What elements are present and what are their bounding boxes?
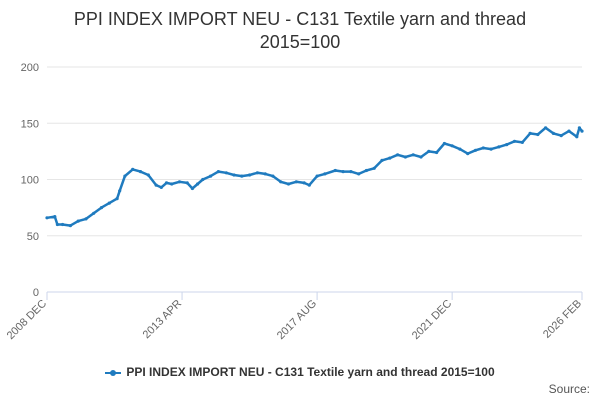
- data-point[interactable]: [224, 171, 228, 175]
- data-point[interactable]: [357, 172, 361, 176]
- data-point[interactable]: [138, 170, 143, 174]
- data-point[interactable]: [115, 197, 119, 201]
- data-point[interactable]: [159, 185, 163, 189]
- data-point[interactable]: [372, 166, 376, 170]
- data-point[interactable]: [544, 126, 548, 130]
- data-point[interactable]: [248, 173, 252, 177]
- legend[interactable]: PPI INDEX IMPORT NEU - C131 Textile yarn…: [0, 365, 600, 379]
- y-tick-label: 150: [21, 118, 39, 130]
- data-point[interactable]: [315, 174, 319, 178]
- data-point[interactable]: [61, 222, 65, 227]
- data-point[interactable]: [154, 183, 158, 187]
- data-point[interactable]: [279, 180, 283, 184]
- data-point[interactable]: [302, 181, 306, 185]
- data-point[interactable]: [388, 156, 392, 160]
- data-point[interactable]: [559, 134, 563, 138]
- data-point[interactable]: [551, 131, 556, 135]
- x-tick-label: 2021 DEC: [410, 298, 454, 342]
- data-point[interactable]: [396, 153, 400, 157]
- data-point[interactable]: [170, 182, 174, 186]
- data-point[interactable]: [567, 129, 571, 133]
- data-point[interactable]: [403, 155, 407, 159]
- legend-swatch: [105, 369, 122, 376]
- data-point[interactable]: [55, 222, 60, 227]
- chart-title-line-1: PPI INDEX IMPORT NEU - C131 Textile yarn…: [73, 9, 527, 29]
- data-point[interactable]: [489, 147, 493, 151]
- data-point[interactable]: [286, 182, 291, 186]
- data-point[interactable]: [209, 174, 213, 178]
- data-point[interactable]: [164, 181, 169, 185]
- data-point[interactable]: [99, 206, 104, 210]
- x-tick-label: 2026 FEB: [541, 298, 584, 341]
- data-point[interactable]: [435, 150, 439, 155]
- data-point[interactable]: [481, 146, 485, 150]
- x-tick-label: 2008 DEC: [5, 298, 49, 342]
- data-point[interactable]: [512, 139, 517, 143]
- data-point[interactable]: [575, 135, 579, 139]
- data-point[interactable]: [528, 131, 532, 135]
- data-point[interactable]: [442, 141, 446, 146]
- data-point[interactable]: [146, 173, 150, 177]
- data-point[interactable]: [216, 170, 220, 174]
- y-axis-tick-labels: 0 50 100 150 200: [21, 62, 39, 299]
- data-point[interactable]: [411, 153, 415, 157]
- data-point[interactable]: [466, 152, 470, 156]
- data-point[interactable]: [232, 173, 236, 177]
- data-point[interactable]: [380, 158, 384, 162]
- data-point[interactable]: [177, 180, 182, 184]
- y-tick-label: 50: [27, 231, 39, 243]
- legend-label: PPI INDEX IMPORT NEU - C131 Textile yarn…: [126, 365, 495, 379]
- x-tick-label: 2017 AUG: [275, 298, 319, 342]
- data-point[interactable]: [76, 219, 80, 223]
- y-tick-label: 200: [21, 62, 39, 74]
- data-point[interactable]: [92, 211, 96, 215]
- data-point[interactable]: [196, 182, 200, 186]
- data-point[interactable]: [341, 170, 345, 174]
- data-point[interactable]: [131, 167, 135, 171]
- data-point[interactable]: [201, 177, 205, 182]
- data-point[interactable]: [536, 132, 540, 137]
- data-point[interactable]: [473, 148, 478, 152]
- data-point[interactable]: [84, 217, 88, 221]
- data-point[interactable]: [307, 183, 311, 187]
- series-line[interactable]: [46, 126, 583, 227]
- data-point[interactable]: [271, 174, 275, 178]
- chart-title: PPI INDEX IMPORT NEU - C131 Textile yarn…: [0, 8, 600, 54]
- data-point[interactable]: [45, 216, 49, 220]
- data-point[interactable]: [255, 171, 259, 175]
- data-point[interactable]: [263, 172, 267, 176]
- x-tick-label: 2013 APR: [141, 298, 185, 342]
- data-point[interactable]: [419, 155, 423, 159]
- data-point[interactable]: [580, 129, 584, 133]
- series-group: [45, 126, 584, 228]
- source-credit: Source:: [548, 382, 590, 396]
- data-point[interactable]: [497, 145, 501, 149]
- grid-lines: [46, 66, 583, 300]
- data-point[interactable]: [577, 126, 582, 130]
- data-point[interactable]: [118, 189, 122, 193]
- y-tick-label: 100: [21, 175, 39, 187]
- data-point[interactable]: [190, 186, 194, 191]
- data-point[interactable]: [323, 172, 327, 176]
- data-point[interactable]: [349, 170, 353, 174]
- data-point[interactable]: [333, 168, 337, 173]
- y-tick-label: 0: [33, 287, 39, 299]
- data-point[interactable]: [240, 174, 244, 178]
- data-point[interactable]: [123, 174, 127, 178]
- data-point[interactable]: [450, 144, 454, 148]
- data-point[interactable]: [505, 143, 509, 147]
- data-point[interactable]: [294, 180, 298, 184]
- data-point[interactable]: [68, 224, 72, 228]
- data-point[interactable]: [107, 201, 111, 205]
- data-point[interactable]: [53, 215, 57, 219]
- data-point[interactable]: [185, 181, 189, 185]
- x-axis-tick-labels: 2008 DEC 2013 APR 2017 AUG 2021 DEC 2026 FEB: [5, 298, 584, 342]
- data-point[interactable]: [364, 168, 368, 173]
- data-point[interactable]: [520, 140, 524, 144]
- data-point[interactable]: [458, 147, 462, 151]
- chart-title-line-2: 2015=100: [259, 32, 341, 52]
- data-point[interactable]: [427, 149, 431, 153]
